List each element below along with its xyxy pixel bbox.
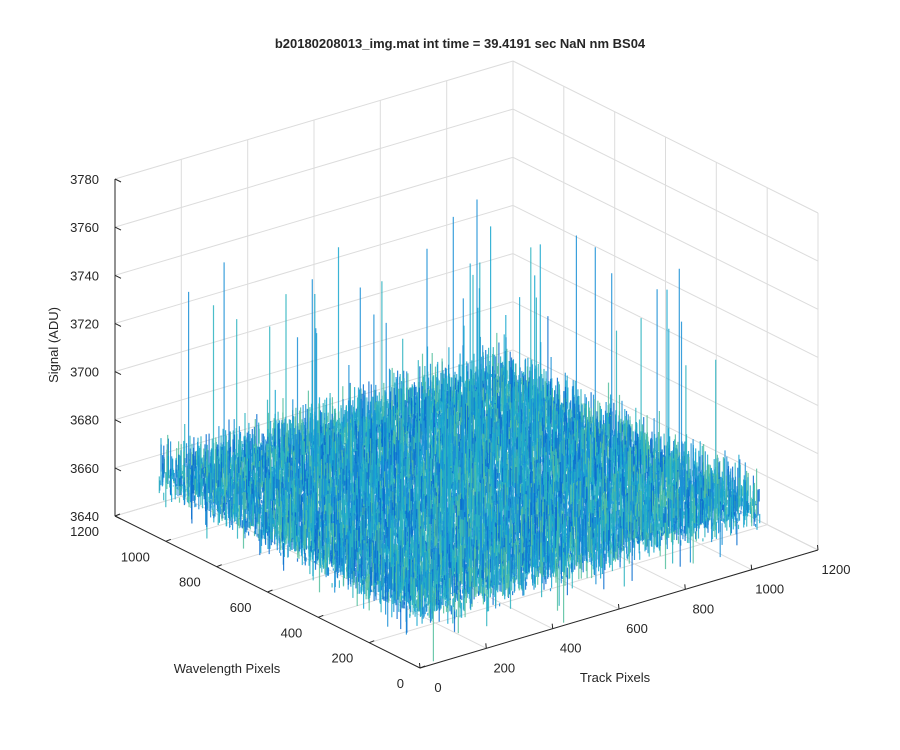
- grid-line: [369, 524, 768, 644]
- grid-line: [512, 253, 819, 407]
- grid-line: [512, 349, 819, 503]
- grid-line: [114, 204, 514, 324]
- grid-line: [114, 156, 514, 276]
- grid-line: [114, 60, 514, 180]
- grid-line: [512, 108, 819, 262]
- grid-line: [512, 156, 819, 310]
- grid-line: [114, 301, 514, 421]
- grid-line: [512, 204, 819, 358]
- grid-line: [114, 108, 514, 228]
- grid-line: [114, 253, 514, 373]
- grid-line: [512, 60, 819, 214]
- grid-line: [512, 301, 819, 455]
- surface: [158, 199, 761, 662]
